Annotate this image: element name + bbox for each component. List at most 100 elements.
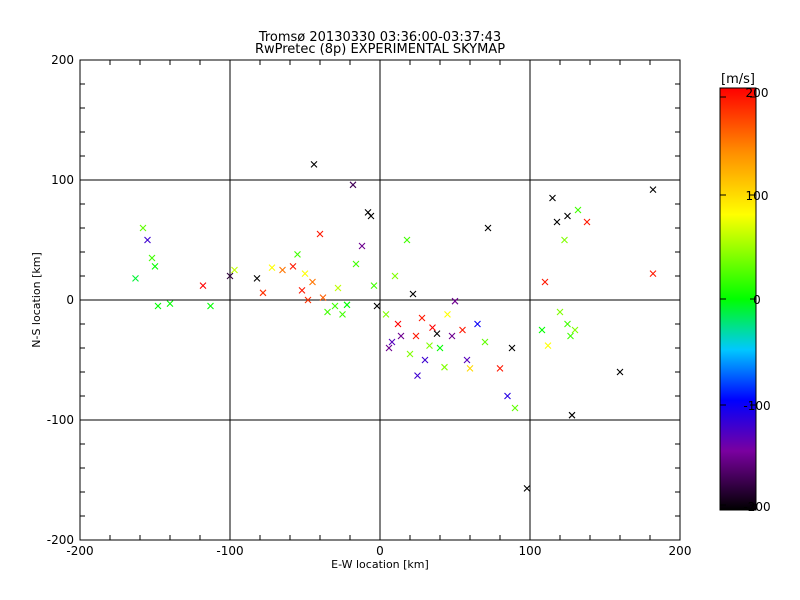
scatter-cross — [331, 302, 339, 310]
chart-subtitle: RwPretec (8p) EXPERIMENTAL SKYMAP — [255, 42, 505, 57]
scatter-cross — [301, 270, 309, 277]
scatter-cross — [567, 332, 574, 340]
scatter-cross — [412, 332, 420, 340]
scatter-cross — [523, 485, 531, 492]
colorbar-tick-label: 0 — [753, 293, 761, 307]
scatter-cross — [253, 275, 261, 282]
scatter-cross — [373, 302, 381, 310]
y-tick-label: 0 — [66, 293, 74, 307]
scatter-cross — [459, 326, 466, 334]
chart-title: Tromsø 20130330 03:36:00-03:37:43 — [258, 30, 501, 45]
scatter-cross — [226, 272, 234, 280]
scatter-cross — [448, 332, 456, 340]
y-tick-label: -100 — [47, 413, 74, 427]
colorbar-tick-labels: 200 100 0 -100 -200 — [743, 86, 770, 514]
scatter-cross — [294, 251, 301, 258]
scatter-cross — [583, 218, 591, 226]
scatter-cross — [403, 236, 411, 244]
x-axis-label: E-W location [km] — [331, 558, 429, 571]
scatter-cross — [571, 326, 579, 334]
scatter-cross — [406, 350, 414, 358]
plot-area — [79, 59, 681, 541]
scatter-points — [132, 161, 657, 492]
scatter-cross — [343, 301, 351, 309]
scatter-cross — [414, 372, 421, 379]
colorbar-tick-label: 200 — [746, 86, 769, 100]
scatter-cross — [166, 300, 174, 307]
x-tick-label: 100 — [519, 544, 542, 558]
scatter-cross — [496, 365, 504, 372]
scatter-cross — [466, 365, 474, 372]
scatter-cross — [564, 320, 571, 328]
scatter-cross — [441, 363, 448, 371]
scatter-cross — [538, 326, 546, 334]
scatter-cross — [154, 302, 162, 310]
scatter-cross — [324, 308, 331, 316]
scatter-cross — [511, 404, 519, 412]
scatter-cross — [310, 161, 318, 168]
scatter-cross — [429, 324, 436, 331]
scatter-cross — [349, 181, 357, 189]
scatter-cross — [358, 242, 366, 250]
scatter-cross — [481, 338, 489, 346]
colorbar-tick-label: 100 — [746, 189, 769, 203]
scatter-cross — [388, 338, 396, 346]
colorbar: [m/s] 200 100 0 -100 -200 — [719, 72, 771, 514]
scatter-cross — [397, 332, 405, 340]
scatter-cross — [316, 230, 324, 238]
scatter-cross — [421, 356, 429, 364]
scatter-cross — [289, 263, 297, 270]
scatter-cross — [304, 296, 312, 304]
scatter-cross — [298, 287, 306, 294]
scatter-cross — [151, 263, 159, 270]
y-tick-label: 200 — [51, 53, 74, 67]
minor-ticks — [79, 59, 681, 541]
scatter-cross — [556, 308, 564, 316]
scatter-cross — [474, 320, 481, 328]
colorbar-tick-label: -100 — [743, 399, 770, 413]
scatter-cross — [199, 282, 207, 289]
y-axis-label: N-S location [km] — [30, 252, 43, 348]
scatter-cross — [541, 278, 549, 286]
y-tick-labels: -200 -100 0 100 200 — [47, 53, 74, 547]
scatter-cross — [564, 212, 571, 220]
scatter-cross — [367, 212, 375, 220]
scatter-cross — [484, 224, 492, 232]
colorbar-label: [m/s] — [721, 72, 755, 87]
x-tick-label: 0 — [376, 544, 384, 558]
scatter-cross — [649, 270, 657, 277]
scatter-cross — [418, 314, 426, 322]
scatter-cross — [553, 218, 561, 226]
scatter-cross — [268, 264, 276, 271]
scatter-cross — [463, 356, 471, 364]
x-tick-label: -200 — [66, 544, 93, 558]
grid-lines — [80, 60, 680, 540]
scatter-cross — [394, 320, 402, 328]
colorbar-tick-label: -200 — [743, 500, 770, 514]
scatter-cross — [132, 275, 139, 282]
scatter-cross — [549, 194, 556, 202]
scatter-cross — [279, 266, 286, 274]
x-tick-label: 200 — [669, 544, 692, 558]
scatter-cross — [144, 236, 151, 244]
colorbar-ticks — [720, 96, 756, 506]
scatter-cross — [385, 344, 393, 352]
scatter-cross — [370, 282, 378, 289]
scatter-cross — [319, 294, 327, 301]
scatter-cross — [139, 224, 147, 232]
scatter-cross — [334, 284, 342, 292]
scatter-cross — [309, 278, 316, 286]
scatter-cross — [391, 272, 399, 280]
scatter-cross — [436, 344, 444, 352]
scatter-cross — [433, 330, 441, 337]
scatter-cross — [339, 311, 346, 318]
y-tick-label: 100 — [51, 173, 74, 187]
scatter-cross — [616, 368, 624, 376]
y-tick-label: -200 — [47, 533, 74, 547]
x-tick-label: -100 — [216, 544, 243, 558]
scatter-cross — [409, 290, 417, 298]
x-tick-labels: -200 -100 0 100 200 — [66, 544, 691, 558]
scatter-cross — [451, 297, 459, 305]
scatter-cross — [352, 260, 360, 268]
